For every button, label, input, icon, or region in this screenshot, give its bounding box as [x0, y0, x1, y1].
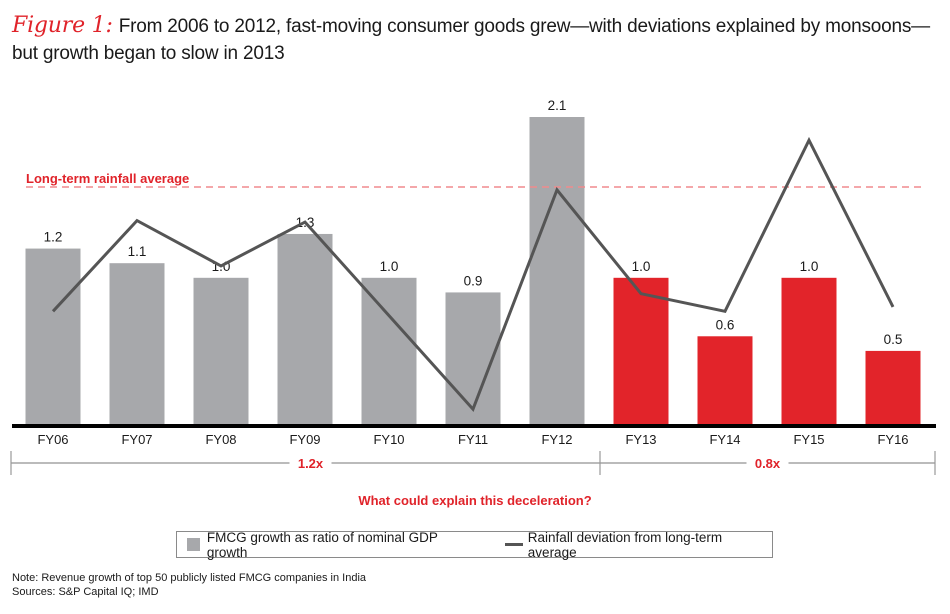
period-label-1: 0.8x [755, 456, 781, 471]
chart-title: Figure 1: From 2006 to 2012, fast-moving … [12, 12, 942, 67]
chart-canvas: 1.21.11.01.31.00.92.11.00.61.00.5 Long-t… [10, 98, 936, 508]
bar-label-fy11: 0.9 [464, 273, 483, 288]
bar-label-fy16: 0.5 [884, 332, 903, 347]
bar-fy14 [697, 336, 753, 424]
bar-fy15 [781, 277, 837, 424]
period-brackets: 1.2x 0.8x [10, 451, 936, 475]
bar-fy06 [25, 248, 81, 424]
footnote: Note: Revenue growth of top 50 publicly … [12, 571, 366, 599]
deceleration-annotation: What could explain this deceleration? [358, 493, 591, 508]
tick-label-fy06: FY06 [37, 432, 68, 447]
tick-label-fy10: FY10 [373, 432, 404, 447]
bar-fy07 [109, 263, 165, 424]
bar-fy12 [529, 117, 585, 424]
legend-line-label: Rainfall deviation from long-term averag… [527, 529, 723, 560]
tick-label-fy15: FY15 [793, 432, 824, 447]
x-axis-tick-labels: FY06 FY07 FY08 FY09 FY10 FY11 FY12 FY13 FY14 FY15… [37, 432, 908, 447]
legend-bar-label: FMCG growth as ratio of nominal GDP grow… [206, 529, 438, 560]
legend: FMCG growth as ratio of nominal GDP grow… [176, 529, 773, 560]
rainfall-deviation-line [51, 136, 895, 413]
bar-fy08 [193, 277, 249, 424]
tick-label-fy09: FY09 [289, 432, 320, 447]
bar-label-fy10: 1.0 [380, 259, 399, 274]
bar-label-fy06: 1.2 [44, 230, 63, 245]
sources-text: Sources: S&P Capital IQ; IMD [12, 586, 159, 598]
title-text: From 2006 to 2012, fast-moving consumer … [12, 16, 930, 64]
bar-fy10 [361, 277, 417, 424]
bar-label-fy14: 0.6 [716, 317, 735, 332]
bar-fy16 [865, 350, 921, 424]
tick-label-fy12: FY12 [541, 432, 572, 447]
tick-label-fy11: FY11 [458, 432, 488, 447]
tick-label-fy13: FY13 [625, 432, 656, 447]
bar-label-fy12: 2.1 [548, 98, 567, 113]
tick-label-fy14: FY14 [709, 432, 740, 447]
legend-bar-swatch [187, 538, 200, 551]
tick-label-fy07: FY07 [121, 432, 152, 447]
figure-label: Figure 1: [12, 13, 113, 38]
tick-label-fy08: FY08 [205, 432, 236, 447]
bar-label-fy13: 1.0 [632, 259, 651, 274]
bar-fy13 [613, 277, 669, 424]
tick-label-fy16: FY16 [877, 432, 908, 447]
bar-fy09 [277, 233, 333, 424]
legend-line-swatch [504, 543, 523, 546]
bar-label-fy15: 1.0 [800, 259, 819, 274]
bar-series [25, 117, 921, 424]
bar-label-fy07: 1.1 [128, 244, 147, 259]
note-text: Note: Revenue growth of top 50 publicly … [12, 572, 367, 584]
long-term-average-label: Long-term rainfall average [26, 171, 189, 186]
period-label-0: 1.2x [298, 456, 324, 471]
x-axis-line [12, 424, 936, 428]
